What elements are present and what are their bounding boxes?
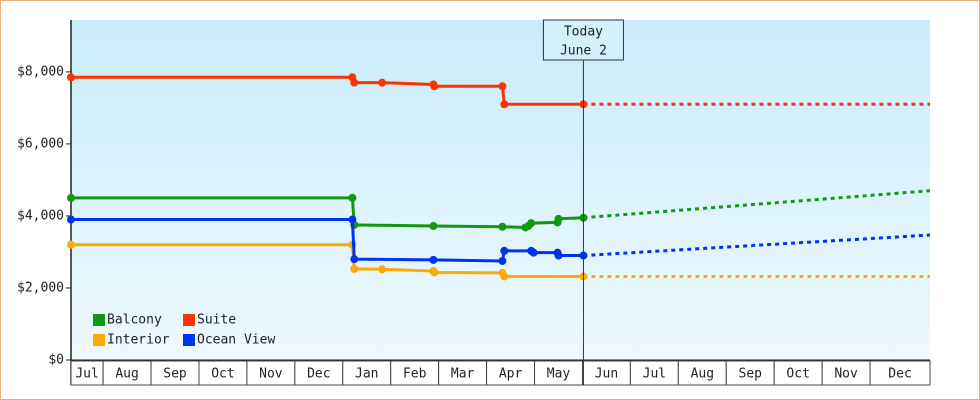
point (554, 214, 563, 223)
x-tick (869, 360, 931, 386)
y-tick-label: $4,000 (17, 208, 64, 223)
point (67, 73, 75, 82)
point (498, 82, 507, 91)
x-tick (198, 360, 248, 386)
x-tick-label: Feb (403, 367, 427, 382)
x-tick-label: Jul (75, 367, 98, 382)
x-tick-label: Oct (786, 367, 809, 382)
x-tick (725, 360, 775, 386)
point (430, 82, 439, 91)
point (429, 255, 438, 264)
x-tick-label: Dec (307, 367, 330, 382)
point (348, 215, 357, 224)
today-label: June 2 (560, 44, 607, 59)
point (500, 246, 509, 255)
point (378, 78, 387, 87)
x-tick-label: May (547, 367, 571, 382)
x-tick-label: Nov (259, 367, 283, 382)
point (498, 256, 507, 265)
x-tick-label: Apr (499, 367, 523, 382)
point (500, 100, 509, 109)
x-tick-label: Jul (643, 367, 666, 382)
legend-label: Ocean View (197, 333, 275, 348)
legend-swatch (183, 314, 195, 326)
forecast-line (583, 233, 931, 258)
point (350, 264, 359, 273)
x-tick-label: Sep (163, 367, 187, 382)
today-label: Today (564, 25, 603, 40)
x-tick (390, 360, 440, 386)
x-tick-label: Mar (451, 367, 475, 382)
point (67, 240, 75, 249)
point (429, 222, 438, 231)
legend-swatch (93, 314, 105, 326)
point (350, 78, 359, 87)
point (348, 193, 357, 202)
x-tick-label: Aug (115, 367, 138, 382)
legend-swatch (183, 334, 195, 346)
point (529, 248, 538, 257)
y-tick-label: $0 (48, 353, 64, 368)
x-tick (102, 360, 152, 386)
y-tick-label: $8,000 (17, 64, 64, 79)
plot-area (71, 20, 930, 360)
x-tick-label: Nov (834, 367, 858, 382)
x-tick (773, 360, 823, 386)
y-tick-label: $2,000 (17, 280, 64, 295)
x-tick-label: Jun (595, 367, 618, 382)
legend-label: Balcony (107, 313, 162, 328)
x-tick-label: Aug (691, 367, 714, 382)
x-tick-label: Jan (355, 367, 378, 382)
point (430, 268, 439, 277)
x-tick (150, 360, 200, 386)
x-tick-label: Sep (739, 367, 763, 382)
x-tick (70, 360, 104, 386)
x-tick (486, 360, 536, 386)
point (67, 193, 75, 202)
x-tick-label: Oct (211, 367, 234, 382)
legend-label: Suite (197, 313, 236, 328)
point (67, 215, 75, 224)
x-tick (629, 360, 679, 386)
today-box (542, 19, 624, 61)
point (554, 251, 563, 260)
x-tick (246, 360, 296, 386)
point (500, 272, 509, 281)
x-tick (581, 360, 631, 386)
point (498, 222, 507, 231)
y-tick-label: $6,000 (17, 136, 64, 151)
point (527, 219, 536, 228)
point (378, 265, 387, 274)
point (350, 255, 359, 264)
x-tick-label: Dec (888, 367, 911, 382)
forecast-line (583, 189, 931, 220)
legend-label: Interior (107, 333, 170, 348)
legend-swatch (93, 334, 105, 346)
